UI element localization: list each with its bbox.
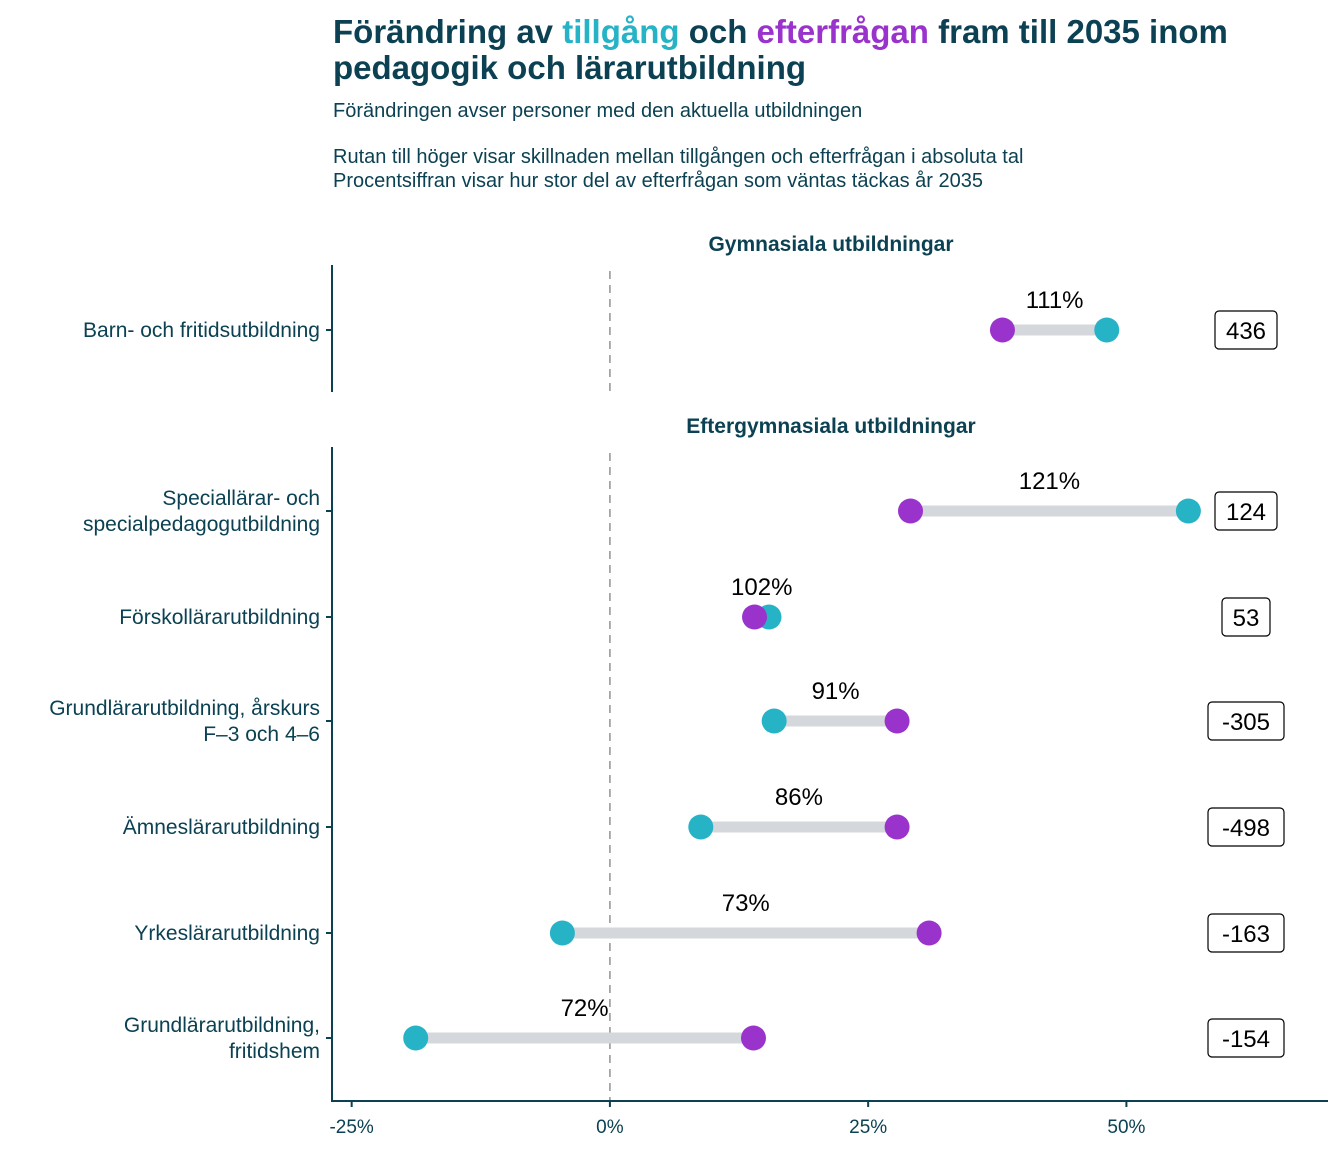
difference-box — [1207, 807, 1285, 847]
category-label-line: F–3 och 4–6 — [203, 723, 320, 746]
supply-point — [403, 1025, 429, 1051]
x-tick-label: -25% — [329, 1117, 373, 1138]
coverage-label: 91% — [812, 678, 860, 705]
demand-point — [884, 708, 910, 734]
coverage-label: 73% — [722, 890, 770, 917]
demand-point — [898, 498, 924, 524]
title-part2: och — [680, 13, 757, 50]
difference-box — [1207, 1018, 1285, 1058]
dumbbell-row: Förskollärarutbildning 102% 53 — [119, 574, 1271, 637]
supply-point — [549, 920, 575, 946]
demand-point — [742, 604, 768, 630]
category-label: Grundlärarutbildning, årskurs F–3 och 4–6 — [49, 697, 320, 746]
chart-title-line1: Förändring av tillgång och efterfrågan f… — [333, 13, 1228, 50]
difference-box — [1214, 491, 1278, 531]
category-label-line: Förskollärarutbildning — [119, 606, 320, 629]
category-label-line: Speciallärar- och — [162, 487, 320, 510]
title-demand-word: efterfrågan — [757, 13, 929, 50]
difference-label: 124 — [1226, 499, 1266, 526]
subtitle-line2: Rutan till höger visar skillnaden mellan… — [333, 146, 1023, 168]
category-label: Grundlärarutbildning, fritidshem — [124, 1014, 320, 1063]
demand-point — [884, 814, 910, 840]
difference-label: 53 — [1233, 605, 1260, 632]
x-axis: -25% 0% 25% 50% — [329, 1100, 1328, 1138]
dumbbell-row: Speciallärar- och specialpedagogutbildnin… — [83, 468, 1278, 536]
dumbbell-row: Grundlärarutbildning, fritidshem 72% -154 — [124, 995, 1285, 1063]
panel-gymnasiala: Gymnasiala utbildningar Barn- och fritid… — [83, 233, 1278, 392]
title-supply-word: tillgång — [562, 13, 679, 50]
difference-box — [1221, 597, 1271, 637]
difference-label: 436 — [1226, 318, 1266, 345]
chart-title-line2: pedagogik och lärarutbildning — [333, 49, 806, 86]
difference-label: -163 — [1222, 921, 1270, 948]
demand-point — [740, 1025, 766, 1051]
category-label: Barn- och fritidsutbildning — [83, 319, 320, 342]
demand-point — [916, 920, 942, 946]
dumbbell-row: Grundlärarutbildning, årskurs F–3 och 4–6… — [49, 678, 1285, 746]
difference-box — [1207, 913, 1285, 953]
difference-label: -498 — [1222, 815, 1270, 842]
dumbbell-row: Yrkeslärarutbildning 73% -163 — [134, 890, 1285, 953]
category-label: Förskollärarutbildning — [119, 606, 320, 629]
category-label-line: Grundlärarutbildning, årskurs — [49, 697, 320, 720]
difference-box — [1207, 701, 1285, 741]
panel-title: Gymnasiala utbildningar — [708, 233, 953, 256]
category-label-line: Barn- och fritidsutbildning — [83, 319, 320, 342]
difference-label: -305 — [1222, 709, 1270, 736]
category-label-line: Ämneslärarutbildning — [123, 816, 320, 839]
panel-eftergymnasiala: Eftergymnasiala utbildningar Speciallära… — [49, 415, 1285, 1100]
category-label-line: fritidshem — [229, 1040, 320, 1063]
supply-point — [688, 814, 714, 840]
difference-box — [1214, 310, 1278, 350]
category-label-line: Grundlärarutbildning, — [124, 1014, 320, 1037]
subtitle-line1: Förändringen avser personer med den aktu… — [333, 100, 862, 122]
title-part1: Förändring av — [333, 13, 562, 50]
dumbbell-row: Ämneslärarutbildning 86% -498 — [123, 784, 1285, 847]
demand-point — [989, 317, 1015, 343]
coverage-label: 111% — [1026, 287, 1084, 314]
supply-point — [761, 708, 787, 734]
coverage-label: 86% — [775, 784, 823, 811]
category-label: Speciallärar- och specialpedagogutbildnin… — [83, 487, 320, 536]
x-tick-label: 50% — [1107, 1117, 1145, 1138]
panel-title: Eftergymnasiala utbildningar — [686, 415, 975, 438]
x-tick-label: 25% — [849, 1117, 887, 1138]
coverage-label: 121% — [1019, 468, 1080, 495]
subtitle-line3: Procentsiffran visar hur stor del av eft… — [333, 170, 983, 192]
supply-point — [1094, 317, 1120, 343]
category-label-line: specialpedagogutbildning — [83, 513, 320, 536]
coverage-label: 72% — [561, 995, 609, 1022]
title-part3: fram till 2035 inom — [929, 13, 1228, 50]
dumbbell-row: Barn- och fritidsutbildning 111% 436 — [83, 287, 1278, 350]
difference-label: -154 — [1222, 1026, 1270, 1053]
category-label: Yrkeslärarutbildning — [134, 922, 320, 945]
category-label-line: Yrkeslärarutbildning — [134, 922, 320, 945]
supply-point — [1175, 498, 1201, 524]
coverage-label: 102% — [731, 574, 792, 601]
x-tick-label: 0% — [596, 1117, 624, 1138]
category-label: Ämneslärarutbildning — [123, 816, 320, 839]
